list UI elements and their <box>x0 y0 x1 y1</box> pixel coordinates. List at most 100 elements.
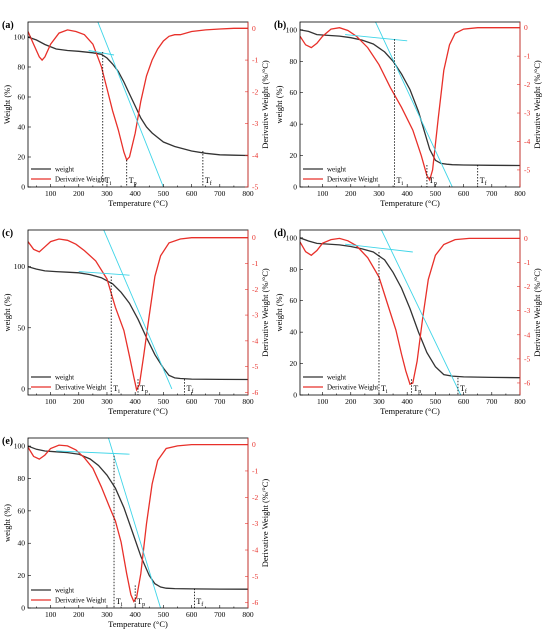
x-tick-label: 200 <box>73 189 85 198</box>
y2-tick-label: -1 <box>252 56 258 65</box>
y2-tick-label: -6 <box>252 388 258 397</box>
marker-label-tf: Tf <box>187 384 194 395</box>
x-tick-label: 700 <box>486 189 498 198</box>
y-tick-label: 0 <box>21 604 25 613</box>
x-tick-label: 500 <box>158 610 170 619</box>
y2-tick-label: -3 <box>252 119 258 128</box>
legend: weight Derivative Weight <box>303 166 378 184</box>
y2-tick-label: -4 <box>524 137 530 146</box>
legend-label-derivative: Derivative Weight <box>327 176 378 184</box>
x-axis-label: Temperature (°C) <box>108 198 168 208</box>
x-tick-label: 200 <box>345 397 357 406</box>
y2-tick-label: -5 <box>252 183 258 192</box>
legend: weight Derivative Weight <box>31 166 106 184</box>
panel-label: (d) <box>274 228 286 239</box>
x-tick-label: 700 <box>214 610 226 619</box>
y2-tick-label: -5 <box>524 165 530 174</box>
y2-axis-label: Derivative Weight (%/°C) <box>532 60 542 149</box>
y-tick-label: 100 <box>286 233 298 242</box>
x-axis-label: Temperature (°C) <box>108 406 168 416</box>
marker-label-tp: Tp <box>413 384 421 395</box>
x-tick-label: 400 <box>402 189 414 198</box>
series-line-derivative <box>28 443 248 603</box>
tangent-line <box>78 271 130 276</box>
y2-tick-label: -2 <box>252 285 258 294</box>
y-tick-label: 50 <box>18 323 26 332</box>
y2-tick-label: -2 <box>524 80 530 89</box>
marker-label-ti: Ti <box>396 176 403 187</box>
tangent-line <box>345 34 408 42</box>
x-tick-label: 800 <box>242 610 254 619</box>
x-tick-label: 300 <box>101 189 113 198</box>
panel-label: (a) <box>2 20 14 31</box>
y-tick-label: 80 <box>290 57 298 66</box>
x-tick-label: 800 <box>242 189 254 198</box>
series-line-weight <box>300 237 520 379</box>
x-tick-label: 500 <box>158 189 170 198</box>
y2-tick-label: 0 <box>252 233 256 242</box>
y-tick-label: 40 <box>18 123 26 132</box>
y2-tick-label: -6 <box>252 598 258 607</box>
y-tick-label: 20 <box>18 571 26 580</box>
y-tick-label: 0 <box>21 183 25 192</box>
x-axis-label: Temperature (°C) <box>380 406 440 416</box>
legend-label-derivative: Derivative Weight <box>327 384 378 392</box>
x-tick-label: 300 <box>373 189 385 198</box>
x-tick-label: 800 <box>242 397 254 406</box>
y2-tick-label: -4 <box>252 336 258 345</box>
y-tick-label: 20 <box>290 359 298 368</box>
x-tick-label: 400 <box>130 610 142 619</box>
y2-axis-label: Derivative Weight (%/°C) <box>260 60 270 149</box>
legend-label-weight: weight <box>55 374 74 382</box>
y2-tick-label: -3 <box>252 311 258 320</box>
x-axis-label: Temperature (°C) <box>108 619 168 629</box>
marker-label-tf: Tf <box>196 597 203 608</box>
series-line-weight <box>28 36 248 157</box>
x-tick-label: 100 <box>317 189 329 198</box>
plot-frame <box>299 229 521 396</box>
marker-label-tp: Tp <box>140 384 148 395</box>
y2-tick-label: -2 <box>524 282 530 291</box>
y-axis-label: weight (%) <box>274 293 284 331</box>
x-tick-label: 200 <box>73 610 85 619</box>
x-tick-label: 800 <box>514 189 526 198</box>
y-tick-label: 60 <box>18 506 26 515</box>
x-tick-label: 200 <box>345 189 357 198</box>
tangent-line <box>88 50 115 56</box>
x-tick-label: 600 <box>458 189 470 198</box>
marker-label-tp: Tp <box>137 597 145 608</box>
marker-label-ti: Ti <box>116 597 123 608</box>
y2-tick-label: -6 <box>524 378 530 387</box>
x-tick-label: 300 <box>373 397 385 406</box>
y-tick-label: 0 <box>293 183 297 192</box>
x-tick-label: 400 <box>130 397 142 406</box>
y-tick-label: 60 <box>18 93 26 102</box>
y2-tick-label: -2 <box>252 87 258 96</box>
x-tick-label: 800 <box>514 397 526 406</box>
y2-tick-label: 0 <box>252 440 256 449</box>
y2-tick-label: -3 <box>524 109 530 118</box>
y-tick-label: 0 <box>293 391 297 400</box>
series-line-weight <box>28 445 248 590</box>
y-tick-label: 60 <box>290 88 298 97</box>
tangent-line <box>107 438 161 608</box>
x-tick-label: 100 <box>45 397 57 406</box>
x-tick-label: 300 <box>101 397 113 406</box>
legend-label-weight: weight <box>55 587 74 595</box>
plot-frame <box>299 21 521 188</box>
y-tick-label: 80 <box>290 265 298 274</box>
y2-tick-label: -1 <box>252 466 258 475</box>
x-tick-label: 400 <box>402 397 414 406</box>
y-tick-label: 40 <box>290 328 298 337</box>
y2-tick-label: -5 <box>524 354 530 363</box>
x-tick-label: 300 <box>101 610 113 619</box>
y2-tick-label: -2 <box>252 493 258 502</box>
legend-label-weight: weight <box>327 166 346 174</box>
y-axis-label: weight (%) <box>2 504 12 542</box>
panel-label: (e) <box>2 436 13 447</box>
y2-tick-label: -5 <box>252 362 258 371</box>
x-tick-label: 100 <box>45 189 57 198</box>
